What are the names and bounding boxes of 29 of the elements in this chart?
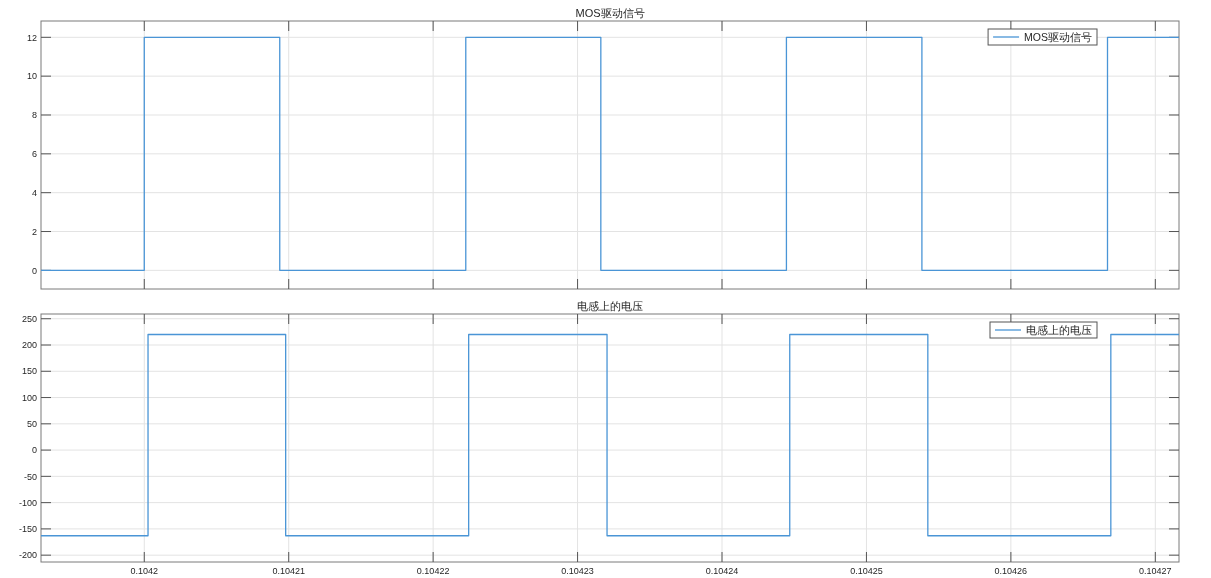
y-tick-label: 12	[26, 32, 37, 43]
y-tick-label: 50	[26, 419, 37, 430]
y-tick-label: 200	[21, 340, 37, 351]
x-tick-label: 0.10423	[561, 566, 594, 576]
x-tick-label: 0.10426	[994, 566, 1028, 576]
y-tick-label: 150	[21, 366, 37, 377]
y-tick-label: -150	[18, 524, 37, 535]
y-tick-label: 6	[31, 149, 37, 160]
x-tick-label: 0.10421	[272, 566, 305, 576]
y-tick-label: 4	[31, 187, 37, 198]
y-tick-label: 2	[31, 226, 37, 237]
y-tick-label: 0	[31, 265, 37, 276]
x-tick-label: 0.10427	[1139, 566, 1172, 576]
legend-label: MOS驱动信号	[1024, 30, 1092, 43]
x-tick-label: 0.10424	[705, 566, 739, 576]
y-tick-label: -50	[23, 471, 37, 482]
y-tick-label: 0	[31, 445, 37, 456]
y-tick-label: -200	[18, 550, 37, 561]
y-tick-label: 8	[31, 110, 37, 121]
x-tick-label: 0.10425	[850, 566, 883, 576]
y-tick-label: 250	[21, 313, 37, 324]
y-tick-label: 100	[21, 392, 37, 403]
chart-title: MOS驱动信号	[575, 7, 645, 19]
y-tick-label: -100	[18, 497, 37, 508]
chart-title: 电感上的电压	[577, 300, 643, 312]
legend-label: 电感上的电压	[1026, 323, 1092, 336]
x-tick-label: 0.10422	[416, 566, 450, 576]
x-tick-label: 0.1042	[130, 566, 159, 576]
y-tick-label: 10	[26, 71, 37, 82]
